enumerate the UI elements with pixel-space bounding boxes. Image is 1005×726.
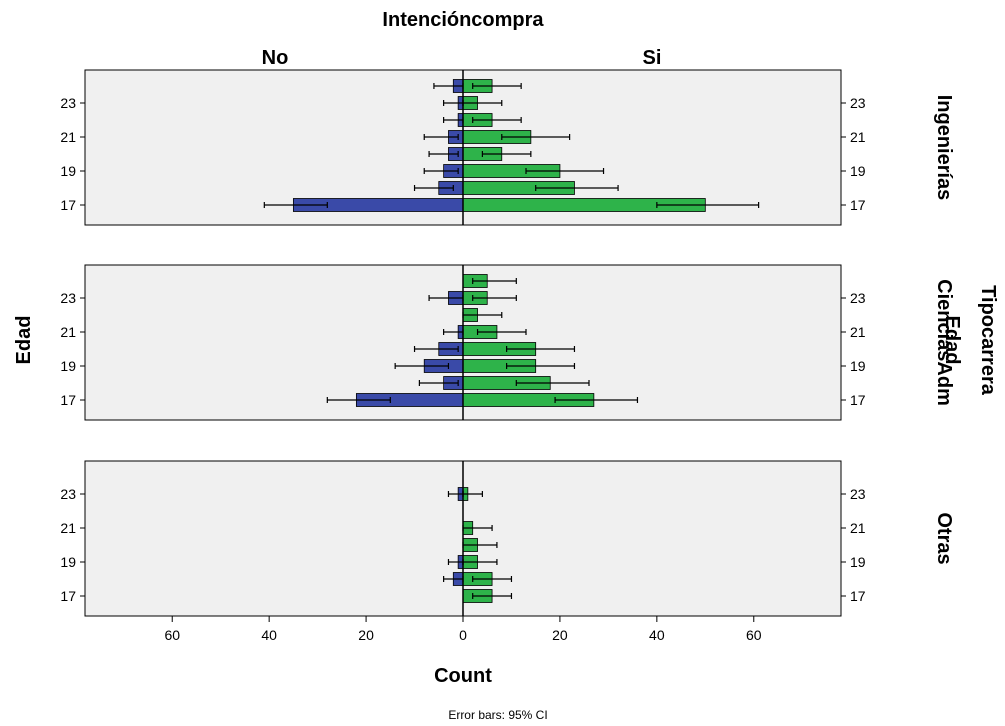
x-tick-label: 40 [261,627,277,643]
y-tick-label-left: 17 [60,392,76,408]
chart-title: Intencióncompra [382,9,544,31]
panel-Ingenierías: 23 23 21 21 19 19 17 17 Ingenierías [60,69,955,226]
y-tick-label-left: 23 [60,290,76,306]
y-tick-label-right: 19 [850,358,866,374]
panel-Otras: 23 23 21 21 19 19 17 17 Otras [60,460,955,617]
facet-variable-title: Tipocarrera [977,285,999,396]
y-tick-label-left: 21 [60,520,76,536]
y-tick-label-left: 19 [60,554,76,570]
facet-label-CienciasAdm: CienciasAdm [933,279,955,406]
y-tick-label-right: 21 [850,520,866,536]
y-tick-label-left: 19 [60,163,76,179]
x-tick-label: 60 [746,627,762,643]
y-axis-title: Edad [13,316,35,365]
y-tick-label-left: 21 [60,324,76,340]
panels-group: 23 23 21 21 19 19 17 17 Ingenierías 23 23 21 21 19 19 1… [60,69,955,617]
right-y-axis-title: Edad [941,316,963,365]
x-tick-label: 20 [358,627,374,643]
y-tick-label-left: 17 [60,197,76,213]
y-tick-label-right: 19 [850,554,866,570]
x-axis-title: Count [434,665,492,687]
y-tick-label-left: 23 [60,486,76,502]
x-tick-label: 40 [649,627,665,643]
x-axis: 60 40 20 0 20 40 60 [164,616,762,643]
y-tick-label-right: 17 [850,588,866,604]
error-bars-footnote: Error bars: 95% CI [448,708,547,722]
y-tick-label-left: 17 [60,588,76,604]
x-tick-label: 60 [164,627,180,643]
y-tick-label-left: 23 [60,95,76,111]
panel-CienciasAdm: 23 23 21 21 19 19 17 17 CienciasAdm [60,264,955,421]
y-tick-label-left: 19 [60,358,76,374]
left-group-label: No [262,47,289,69]
facet-label-Ingenierías: Ingenierías [933,95,955,201]
y-tick-label-right: 19 [850,163,866,179]
y-tick-label-left: 21 [60,129,76,145]
x-tick-label: 0 [459,627,467,643]
y-tick-label-right: 23 [850,95,866,111]
y-tick-label-right: 21 [850,129,866,145]
y-tick-label-right: 17 [850,197,866,213]
facet-label-Otras: Otras [933,512,955,564]
y-tick-label-right: 23 [850,290,866,306]
right-group-label: Si [643,47,662,69]
y-tick-label-right: 17 [850,392,866,408]
y-tick-label-right: 23 [850,486,866,502]
y-tick-label-right: 21 [850,324,866,340]
x-tick-label: 20 [552,627,568,643]
